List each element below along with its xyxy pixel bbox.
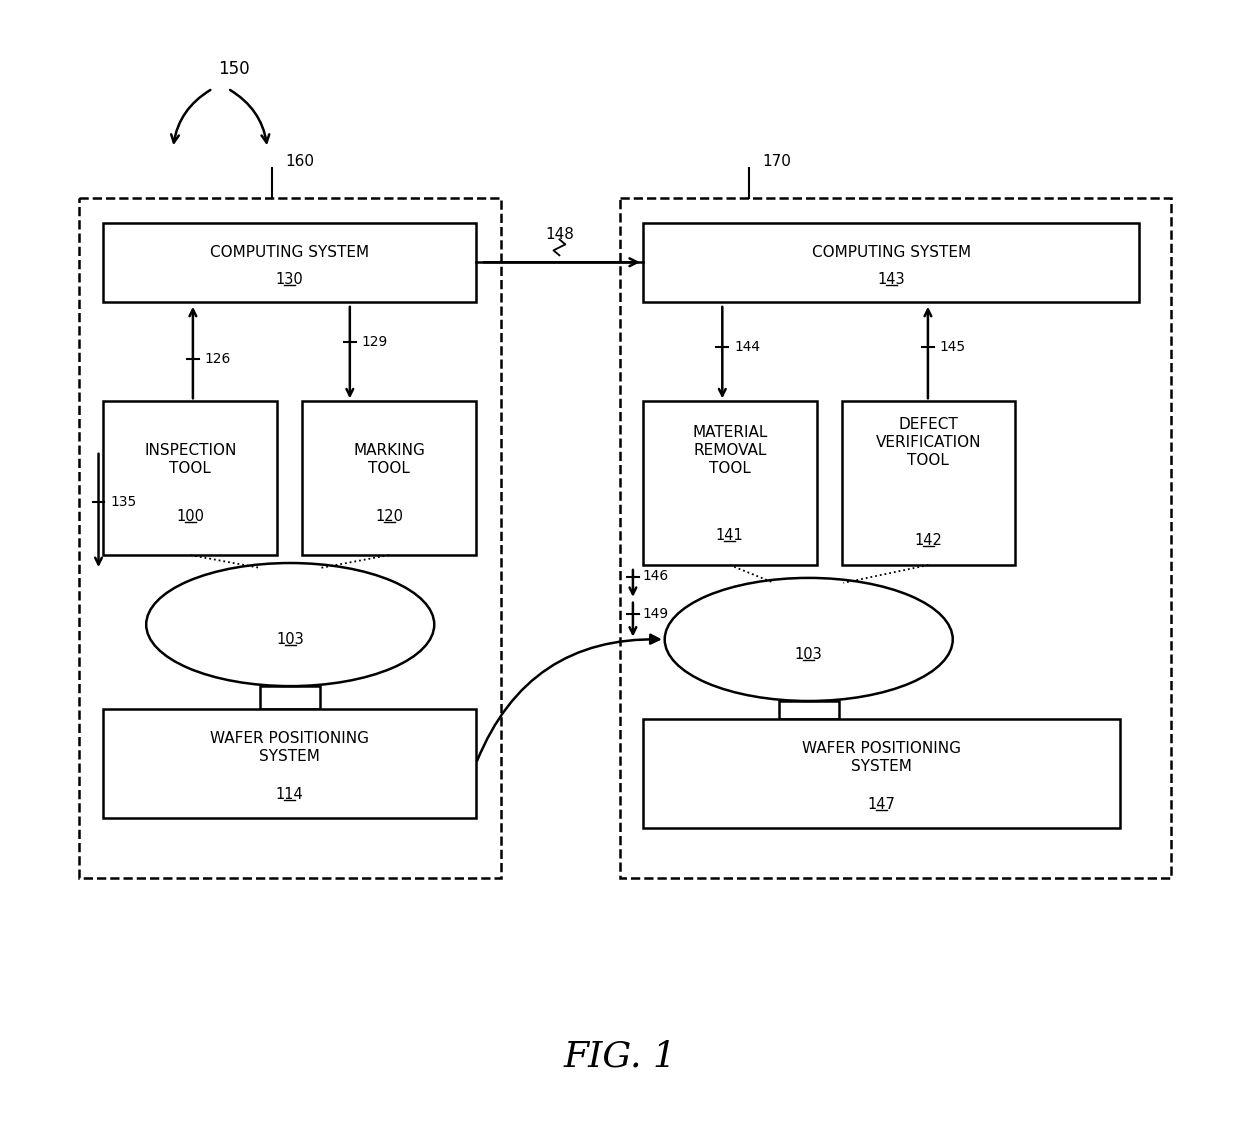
Text: 145: 145 [940, 339, 966, 354]
Text: 170: 170 [763, 154, 791, 169]
Text: 129: 129 [362, 335, 388, 348]
Text: 126: 126 [205, 352, 231, 365]
FancyArrowPatch shape [477, 634, 660, 761]
Text: SYSTEM: SYSTEM [259, 749, 320, 763]
Text: 147: 147 [867, 796, 895, 812]
Bar [103, 709, 476, 818]
Text: 142: 142 [914, 533, 942, 547]
Text: 130: 130 [275, 273, 304, 287]
Text: 114: 114 [275, 786, 304, 802]
Text: TOOL: TOOL [170, 461, 211, 476]
Bar [779, 701, 838, 719]
Text: 143: 143 [878, 273, 905, 287]
Text: 150: 150 [218, 60, 249, 78]
Bar [642, 402, 817, 566]
Text: 149: 149 [642, 606, 668, 621]
Text: DEFECT: DEFECT [899, 417, 959, 432]
Bar [103, 402, 278, 555]
Text: INSPECTION: INSPECTION [144, 443, 237, 458]
Text: FIG. 1: FIG. 1 [563, 1039, 677, 1073]
Text: 141: 141 [715, 528, 744, 543]
Text: 160: 160 [285, 154, 314, 169]
Text: COMPUTING SYSTEM: COMPUTING SYSTEM [812, 245, 971, 260]
Bar [260, 687, 320, 709]
Text: 100: 100 [176, 509, 205, 524]
Ellipse shape [665, 578, 952, 701]
Text: VERIFICATION: VERIFICATION [875, 434, 981, 450]
Bar [642, 719, 1120, 828]
Text: 103: 103 [277, 632, 304, 647]
FancyArrowPatch shape [231, 90, 269, 143]
Bar [642, 223, 1140, 302]
Text: MARKING: MARKING [353, 443, 425, 458]
Text: 103: 103 [795, 647, 822, 662]
Text: 144: 144 [734, 339, 760, 354]
Text: 120: 120 [374, 509, 403, 524]
Text: 146: 146 [642, 569, 668, 582]
Text: SYSTEM: SYSTEM [851, 759, 911, 774]
Bar [78, 198, 501, 878]
Text: TOOL: TOOL [709, 460, 750, 476]
Text: 148: 148 [544, 227, 574, 242]
Text: WAFER POSITIONING: WAFER POSITIONING [802, 741, 961, 756]
Text: TOOL: TOOL [908, 452, 950, 467]
Text: MATERIAL: MATERIAL [692, 425, 768, 440]
Bar [842, 402, 1016, 566]
Text: 135: 135 [110, 495, 136, 509]
FancyArrowPatch shape [171, 90, 211, 143]
Text: WAFER POSITIONING: WAFER POSITIONING [211, 731, 370, 745]
Bar [103, 223, 476, 302]
Ellipse shape [146, 563, 434, 687]
Text: COMPUTING SYSTEM: COMPUTING SYSTEM [210, 245, 370, 260]
Bar [303, 402, 476, 555]
Bar [620, 198, 1172, 878]
Text: TOOL: TOOL [368, 461, 410, 476]
Text: REMOVAL: REMOVAL [693, 443, 766, 458]
